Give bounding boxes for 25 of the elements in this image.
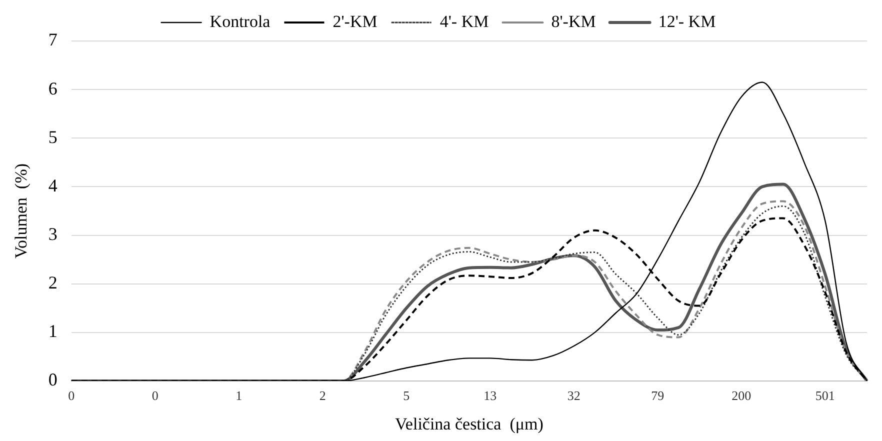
x-tick-label: 2: [319, 388, 326, 404]
x-tick-label: 5: [403, 388, 410, 404]
legend-label: 2'-KM: [332, 12, 378, 31]
legend-label: Kontrola: [210, 12, 271, 31]
x-tick-label: 0: [152, 388, 158, 404]
y-tick-label: 6: [48, 78, 58, 98]
y-tick-label: 1: [48, 321, 58, 342]
x-tick-label: 79: [651, 388, 664, 404]
y-tick-label: 5: [48, 126, 58, 147]
x-tick-label: 13: [484, 388, 497, 404]
x-tick-label: 0: [68, 388, 75, 404]
x-tick-label: 32: [567, 388, 580, 404]
legend-label: 12'- KM: [658, 12, 716, 31]
y-tick-label: 0: [48, 370, 58, 390]
y-tick-label: 2: [48, 272, 58, 293]
legend-label: 8'-KM: [551, 12, 596, 31]
y-axis-title: Volumen (%): [12, 163, 31, 259]
legend-label: 4'- KM: [440, 12, 489, 31]
x-tick-label: 200: [732, 388, 752, 404]
y-tick-label: 4: [48, 175, 58, 196]
x-axis-title: Veličina čestica (μm): [395, 414, 544, 434]
x-tick-label: 1: [236, 388, 242, 404]
y-tick-label: 7: [48, 30, 58, 50]
y-tick-label: 3: [48, 224, 58, 244]
x-tick-label: 501: [815, 388, 835, 404]
